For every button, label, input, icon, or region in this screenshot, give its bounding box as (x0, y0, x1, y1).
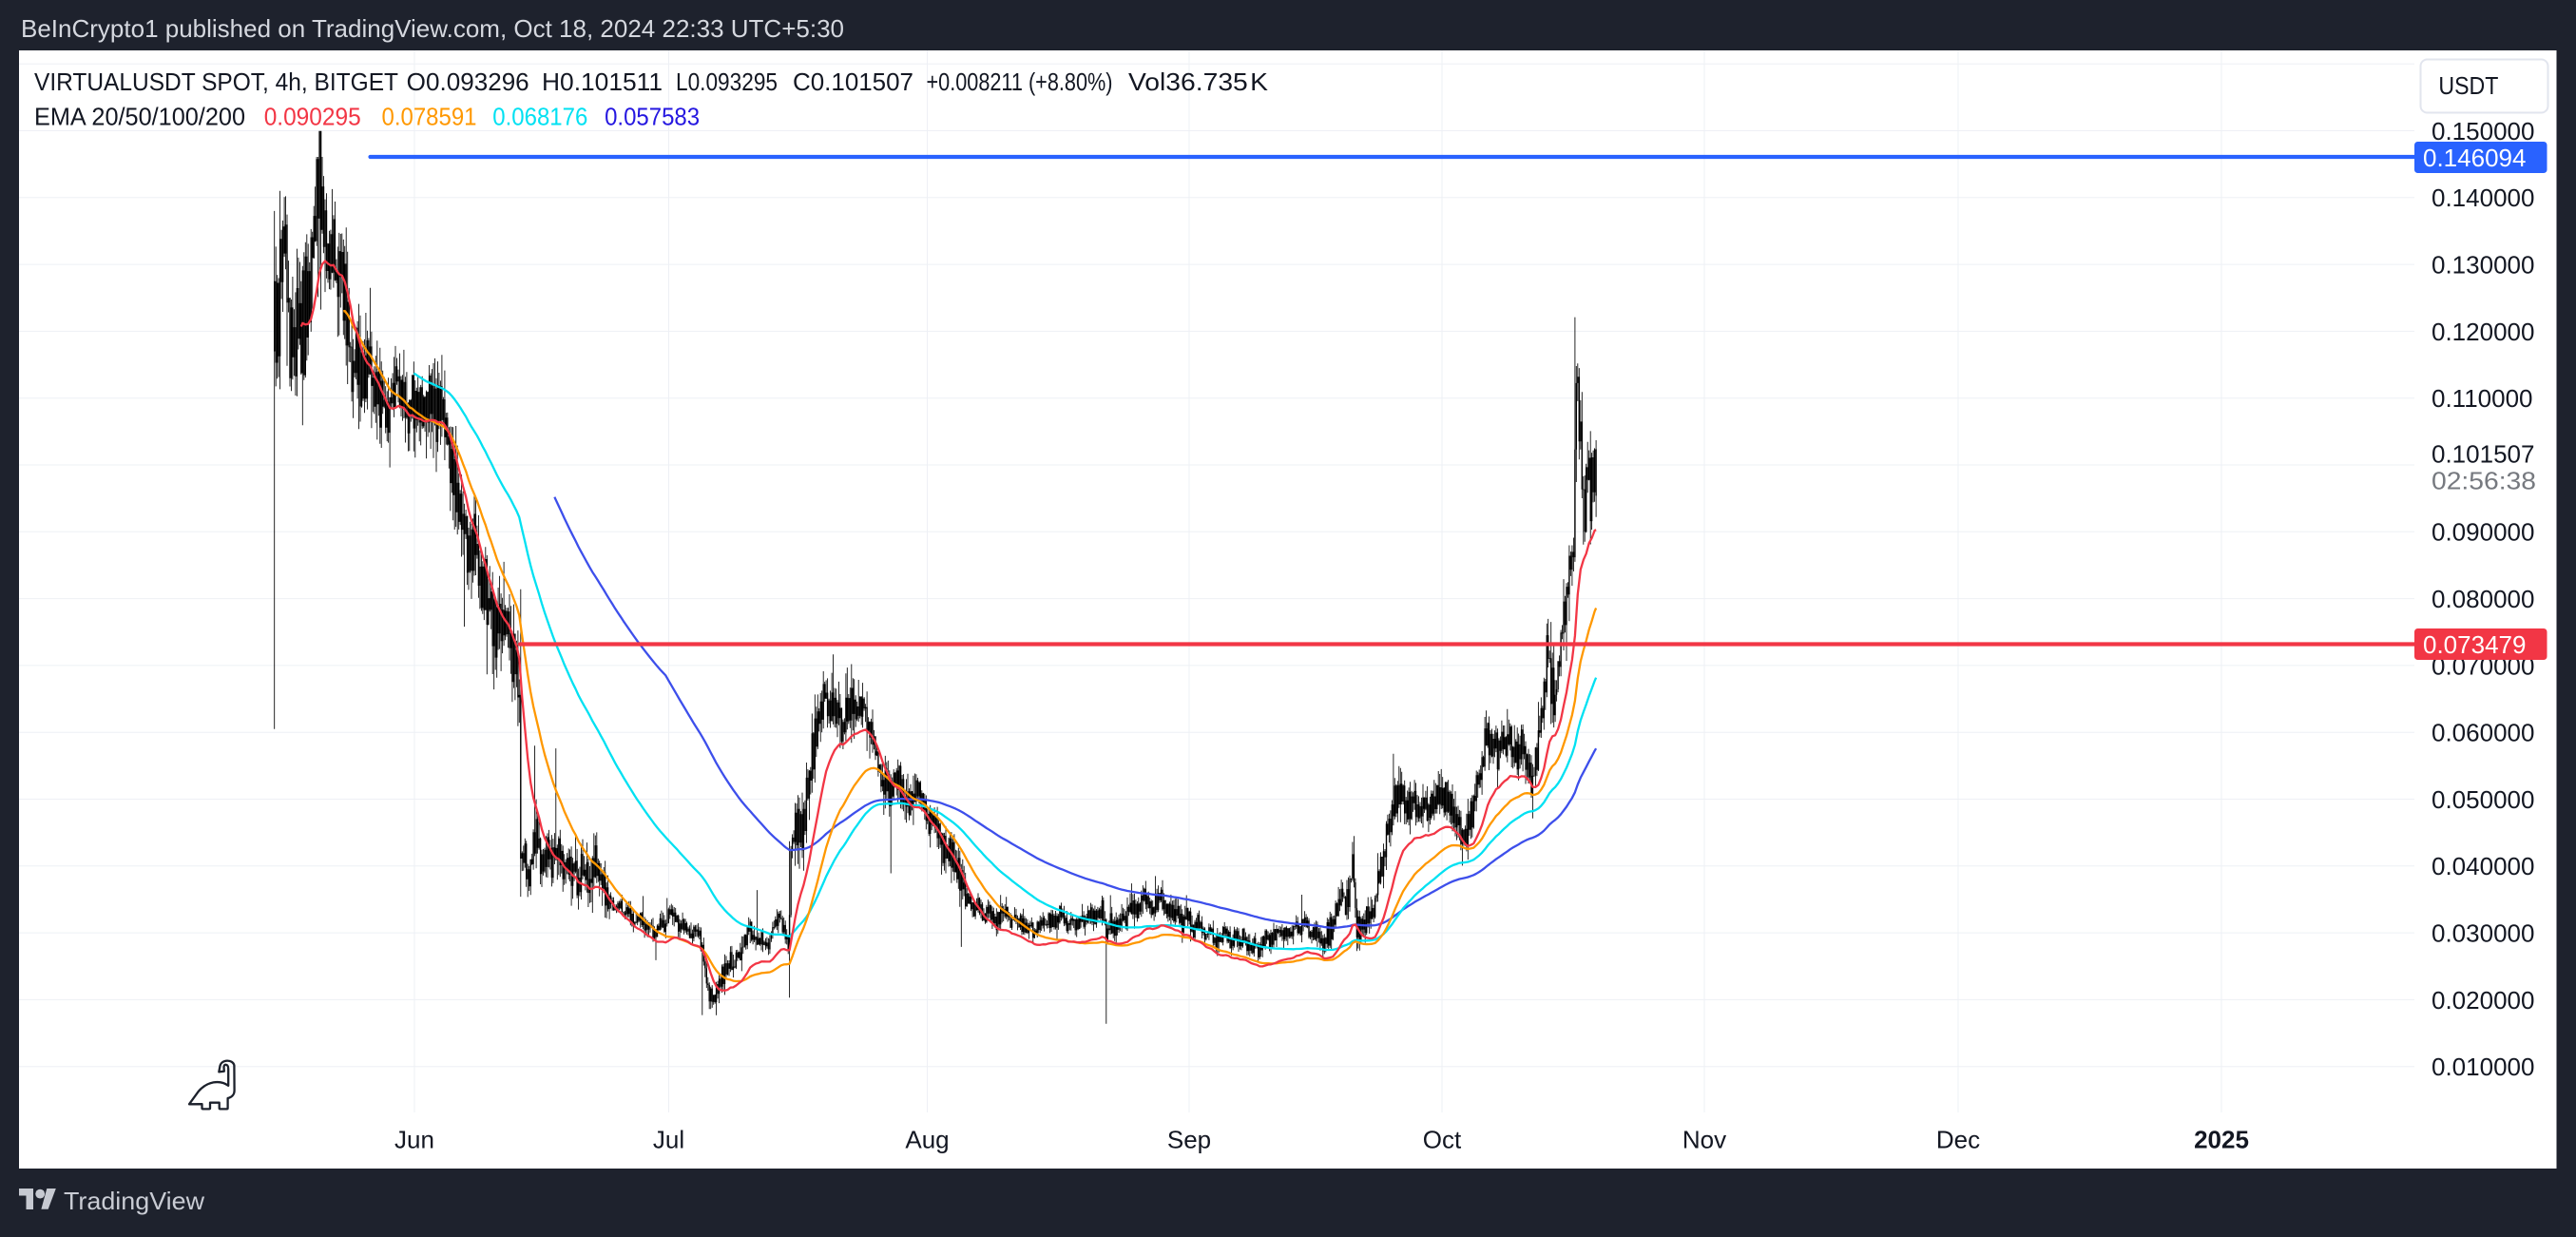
svg-text:Sep: Sep (1167, 1126, 1211, 1154)
svg-text:Aug: Aug (905, 1126, 949, 1154)
svg-text:0.068176: 0.068176 (492, 103, 587, 131)
svg-text:O0.093296: O0.093296 (407, 68, 529, 96)
svg-text:L0.093295: L0.093295 (676, 68, 778, 96)
svg-text:0.057583: 0.057583 (605, 103, 700, 131)
svg-text:0.090000: 0.090000 (2432, 518, 2534, 547)
svg-text:Jul: Jul (653, 1126, 684, 1154)
svg-text:2025: 2025 (2194, 1126, 2249, 1154)
svg-text:EMA 20/50/100/200: EMA 20/50/100/200 (34, 103, 245, 131)
svg-text:H0.101511: H0.101511 (542, 68, 663, 96)
svg-text:VIRTUALUSDT SPOT, 4h, BITGET: VIRTUALUSDT SPOT, 4h, BITGET (34, 68, 398, 96)
svg-text:Vol36.735 K: Vol36.735 K (1128, 68, 1269, 96)
svg-text:+0.008211 (+8.80%): +0.008211 (+8.80%) (927, 68, 1113, 96)
svg-text:Dec: Dec (1936, 1126, 1980, 1154)
svg-text:02:56:38: 02:56:38 (2432, 467, 2536, 495)
svg-text:0.050000: 0.050000 (2432, 785, 2534, 814)
svg-text:0.146094: 0.146094 (2423, 144, 2526, 172)
svg-text:0.090295: 0.090295 (264, 103, 361, 131)
svg-text:TradingView: TradingView (64, 1187, 204, 1215)
svg-text:0.101507: 0.101507 (2432, 439, 2534, 468)
svg-text:0.073479: 0.073479 (2423, 630, 2526, 659)
svg-text:Nov: Nov (1682, 1126, 1726, 1154)
svg-text:0.130000: 0.130000 (2432, 251, 2534, 280)
svg-text:0.120000: 0.120000 (2432, 318, 2534, 346)
svg-text:0.080000: 0.080000 (2432, 585, 2534, 613)
svg-text:C0.101507: C0.101507 (793, 68, 913, 96)
svg-text:0.040000: 0.040000 (2432, 852, 2534, 880)
svg-text:0.020000: 0.020000 (2432, 986, 2534, 1015)
svg-text:BeInCrypto1 published on Tradi: BeInCrypto1 published on TradingView.com… (21, 14, 844, 43)
svg-text:0.030000: 0.030000 (2432, 919, 2534, 948)
svg-text:0.010000: 0.010000 (2432, 1053, 2534, 1081)
svg-text:USDT: USDT (2438, 71, 2498, 100)
svg-text:Oct: Oct (1423, 1126, 1462, 1154)
svg-text:Jun: Jun (394, 1126, 434, 1154)
svg-text:0.110000: 0.110000 (2432, 384, 2533, 413)
svg-text:0.140000: 0.140000 (2432, 184, 2534, 212)
svg-text:0.078591: 0.078591 (382, 103, 477, 131)
svg-text:0.060000: 0.060000 (2432, 719, 2534, 747)
svg-text:0.150000: 0.150000 (2432, 117, 2534, 145)
